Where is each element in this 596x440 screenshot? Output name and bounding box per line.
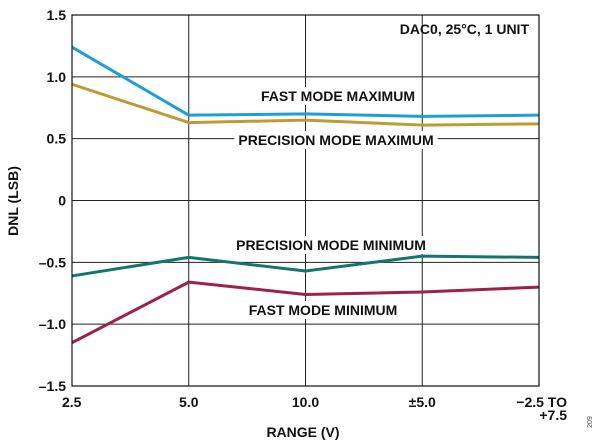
grid-layer bbox=[72, 15, 539, 386]
x-tick-labels: 2.5 5.0 10.0 ±5.0 −2.5 TO+7.5 bbox=[62, 394, 567, 423]
series-layer bbox=[71, 45, 540, 345]
series-label-text: FAST MODE MINIMUM bbox=[249, 302, 398, 318]
series-line-3 bbox=[71, 254, 540, 278]
series-label-2: PRECISION MODE MAXIMUM bbox=[234, 131, 438, 149]
x-tick-label: −2.5 TO bbox=[516, 394, 567, 410]
x-tick-label: 2.5 bbox=[62, 394, 82, 410]
series-line-4 bbox=[71, 280, 540, 345]
series-label-bg bbox=[244, 301, 402, 319]
y-tick-label: 1.0 bbox=[47, 69, 67, 85]
series-line-1 bbox=[71, 45, 540, 118]
series-label-1: FAST MODE MAXIMUM bbox=[257, 87, 419, 105]
y-tick-labels: 1.5 1.0 0.5 0 –0.5 –1.0 –1.5 bbox=[39, 7, 66, 394]
y-tick-label: –1.0 bbox=[39, 316, 66, 332]
condition-annotation: DAC0, 25°C, 1 UNIT bbox=[400, 21, 530, 37]
plot-frame bbox=[71, 14, 540, 387]
y-tick-label: 0.5 bbox=[47, 131, 67, 147]
y-tick-label: 0 bbox=[58, 193, 66, 209]
series-label-text: FAST MODE MAXIMUM bbox=[261, 88, 415, 104]
y-tick-label: 1.5 bbox=[47, 7, 67, 23]
series-labels: FAST MODE MAXIMUM PRECISION MODE MAXIMUM P… bbox=[232, 87, 438, 319]
x-tick-label: 5.0 bbox=[179, 394, 199, 410]
series-label-bg bbox=[257, 87, 419, 105]
y-tick-label: –1.5 bbox=[39, 378, 66, 394]
x-tick-label: +7.5 bbox=[539, 407, 567, 423]
y-axis-title: DNL (LSB) bbox=[5, 166, 21, 236]
y-tick-label: –0.5 bbox=[39, 254, 66, 270]
figure-id: 209 bbox=[587, 416, 594, 428]
series-line-2 bbox=[71, 82, 540, 127]
series-label-text: PRECISION MODE MAXIMUM bbox=[238, 132, 433, 148]
series-label-bg bbox=[232, 236, 430, 254]
x-tick-label: 10.0 bbox=[292, 394, 319, 410]
x-axis-title: RANGE (V) bbox=[266, 424, 339, 440]
series-label-bg bbox=[234, 131, 438, 149]
series-label-text: PRECISION MODE MINIMUM bbox=[236, 237, 426, 253]
series-label-3: PRECISION MODE MINIMUM bbox=[232, 236, 430, 254]
series-label-4: FAST MODE MINIMUM bbox=[244, 301, 402, 319]
x-tick-label: ±5.0 bbox=[409, 394, 436, 410]
